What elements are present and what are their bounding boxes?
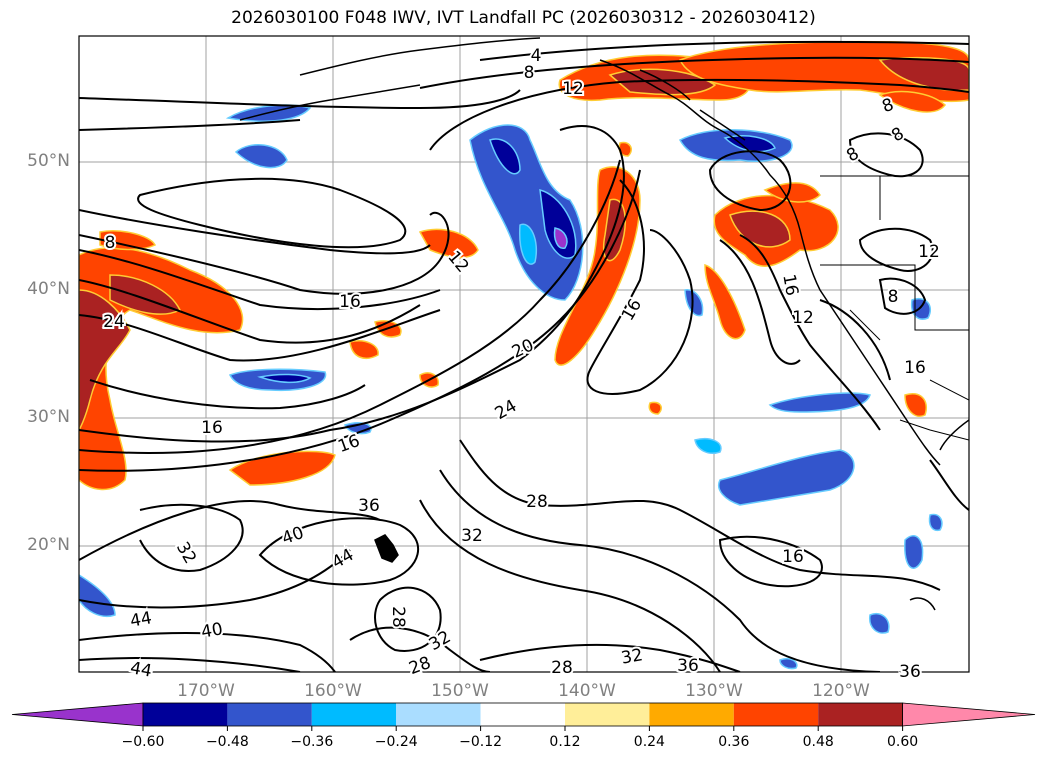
- colorbar-outline: [142, 702, 903, 727]
- lat-label-40n: 40°N: [27, 279, 70, 299]
- contour-label: 44: [129, 658, 154, 681]
- colorbar-tick-label: −0.48: [205, 734, 249, 750]
- contour-label: 16: [904, 358, 926, 378]
- colorbar-tick-label: −0.24: [374, 734, 418, 750]
- contour-label: 8: [888, 287, 899, 307]
- contour-label: 36: [899, 662, 921, 682]
- colorbar-tick-label: −0.60: [121, 734, 165, 750]
- contour-label: 44: [129, 608, 154, 631]
- contour-label: 16: [201, 418, 223, 438]
- colorbar-segment: [818, 703, 903, 726]
- lon-label-160w: 160°W: [304, 681, 362, 701]
- colorbar-tick-label: 0.48: [802, 734, 834, 750]
- colorbar-tick-label: 0.12: [549, 734, 581, 750]
- lat-label-50n: 50°N: [27, 151, 70, 171]
- lon-label-170w: 170°W: [177, 681, 235, 701]
- colorbar-tick-label: 0.36: [718, 734, 750, 750]
- contour-label: 40: [200, 619, 225, 642]
- contour-label: 28: [526, 492, 548, 512]
- colorbar-tick-label: −0.12: [459, 734, 503, 750]
- coastlines: [239, 37, 969, 611]
- lon-label-130w: 130°W: [685, 681, 743, 701]
- colorbar-tick-label: 0.24: [633, 734, 665, 750]
- colorbar-segment: [227, 703, 312, 726]
- contour-label: 8: [524, 63, 535, 83]
- contour-label: 16: [778, 273, 801, 298]
- colorbar-segment: [396, 703, 481, 726]
- colorbar-segment: [733, 703, 819, 726]
- lon-label-120w: 120°W: [812, 681, 870, 701]
- borders: [820, 175, 969, 441]
- contour-label: 32: [620, 645, 645, 668]
- colorbar-extend-high: [902, 702, 1036, 727]
- contour-label: 36: [358, 496, 380, 516]
- contour-label: 4: [531, 46, 542, 66]
- contour-label: 24: [103, 312, 125, 332]
- lon-label-140w: 140°W: [558, 681, 616, 701]
- contour-label: 16: [339, 292, 361, 312]
- contour-label: 12: [562, 79, 584, 99]
- positive-ivt-regions: [79, 40, 969, 491]
- colorbar-tick-label: 0.60: [887, 734, 919, 750]
- colorbar-segment: [311, 703, 397, 726]
- lat-label-20n: 20°N: [27, 535, 70, 555]
- contour-label: 36: [677, 656, 699, 676]
- colorbar-segment: [565, 703, 650, 726]
- iwv-contours: [79, 40, 969, 672]
- lat-label-30n: 30°N: [27, 407, 70, 427]
- contour-label: 28: [551, 658, 573, 678]
- colorbar-segment: [480, 703, 565, 726]
- contour-label: 16: [782, 547, 804, 567]
- contour-label: 8: [105, 233, 116, 253]
- lon-label-150w: 150°W: [431, 681, 489, 701]
- colorbar-segment: [143, 703, 228, 726]
- colorbar-segment: [649, 703, 734, 726]
- map-title: 2026030100 F048 IWV, IVT Landfall PC (20…: [231, 8, 816, 28]
- map-frame: [78, 35, 970, 673]
- contour-label: 12: [792, 308, 814, 328]
- colorbar-tick-label: −0.36: [290, 734, 334, 750]
- colorbar: [11, 702, 1036, 731]
- colorbar-extend-low: [11, 702, 144, 727]
- contour-label: 12: [918, 242, 940, 262]
- contour-label: 28: [388, 606, 408, 628]
- contour-label: 32: [461, 526, 483, 546]
